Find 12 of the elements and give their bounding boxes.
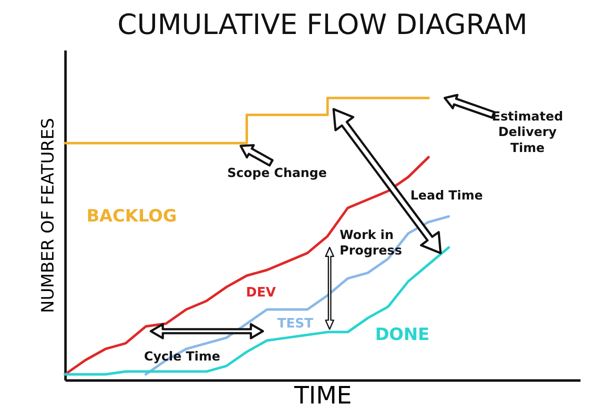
series-label: DONE (375, 324, 430, 345)
y-axis-title: NUMBER OF FEATURES (38, 118, 58, 314)
annotation: Scope Change (227, 164, 327, 180)
series-label: DEV (246, 286, 276, 301)
chart-title: CUMULATIVE FLOW DIAGRAM (117, 8, 528, 41)
text: Estimated Delivery Time (492, 108, 564, 155)
x-axis-title: TIME (293, 382, 352, 410)
annotation: Work in Progress (340, 226, 402, 258)
annotation: Cycle Time (144, 348, 220, 364)
annotation: Lead Time (410, 187, 483, 202)
series-label: TEST (277, 316, 314, 332)
text: BACKLOG (86, 206, 177, 226)
